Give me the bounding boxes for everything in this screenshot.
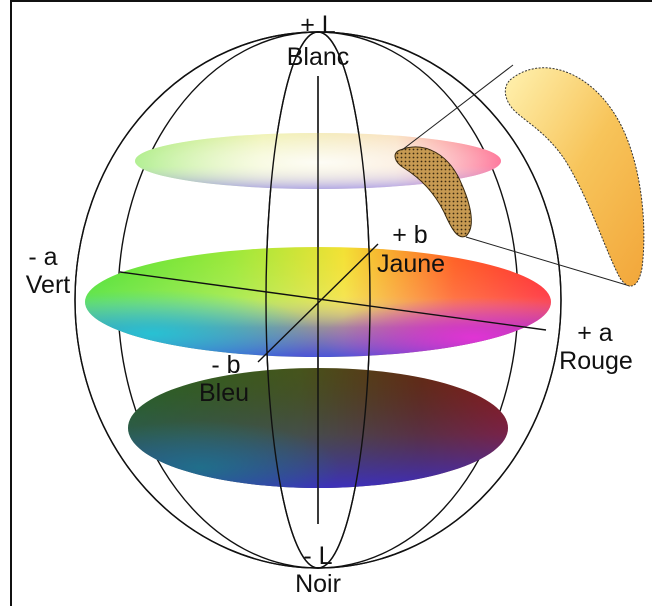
label-plus-a: + a [577,319,613,347]
label-minus-a: - a [28,243,58,271]
label-plus-b: + b [392,221,428,249]
disc-low-lightness [128,368,508,488]
label-bleu: Bleu [198,379,250,407]
frame-top-border [10,0,652,2]
frame-left-border [10,0,12,606]
label-jaune: Jaune [376,250,446,278]
label-minus-b: - b [211,351,241,379]
selected-color-region [394,146,472,238]
label-vert: Vert [25,271,71,299]
label-blanc: Blanc [286,43,350,71]
disc-mid-lightness [85,247,551,357]
label-plus-l: + L [300,11,336,39]
label-minus-l: - L [303,542,333,570]
sphere-meridian-inner-front [265,31,371,569]
label-noir: Noir [295,570,341,598]
b-axis [257,243,379,363]
a-axis [119,271,547,331]
label-rouge: Rouge [559,347,633,375]
selected-color-region-zoomed [504,67,645,287]
zoom-lines [401,64,631,287]
